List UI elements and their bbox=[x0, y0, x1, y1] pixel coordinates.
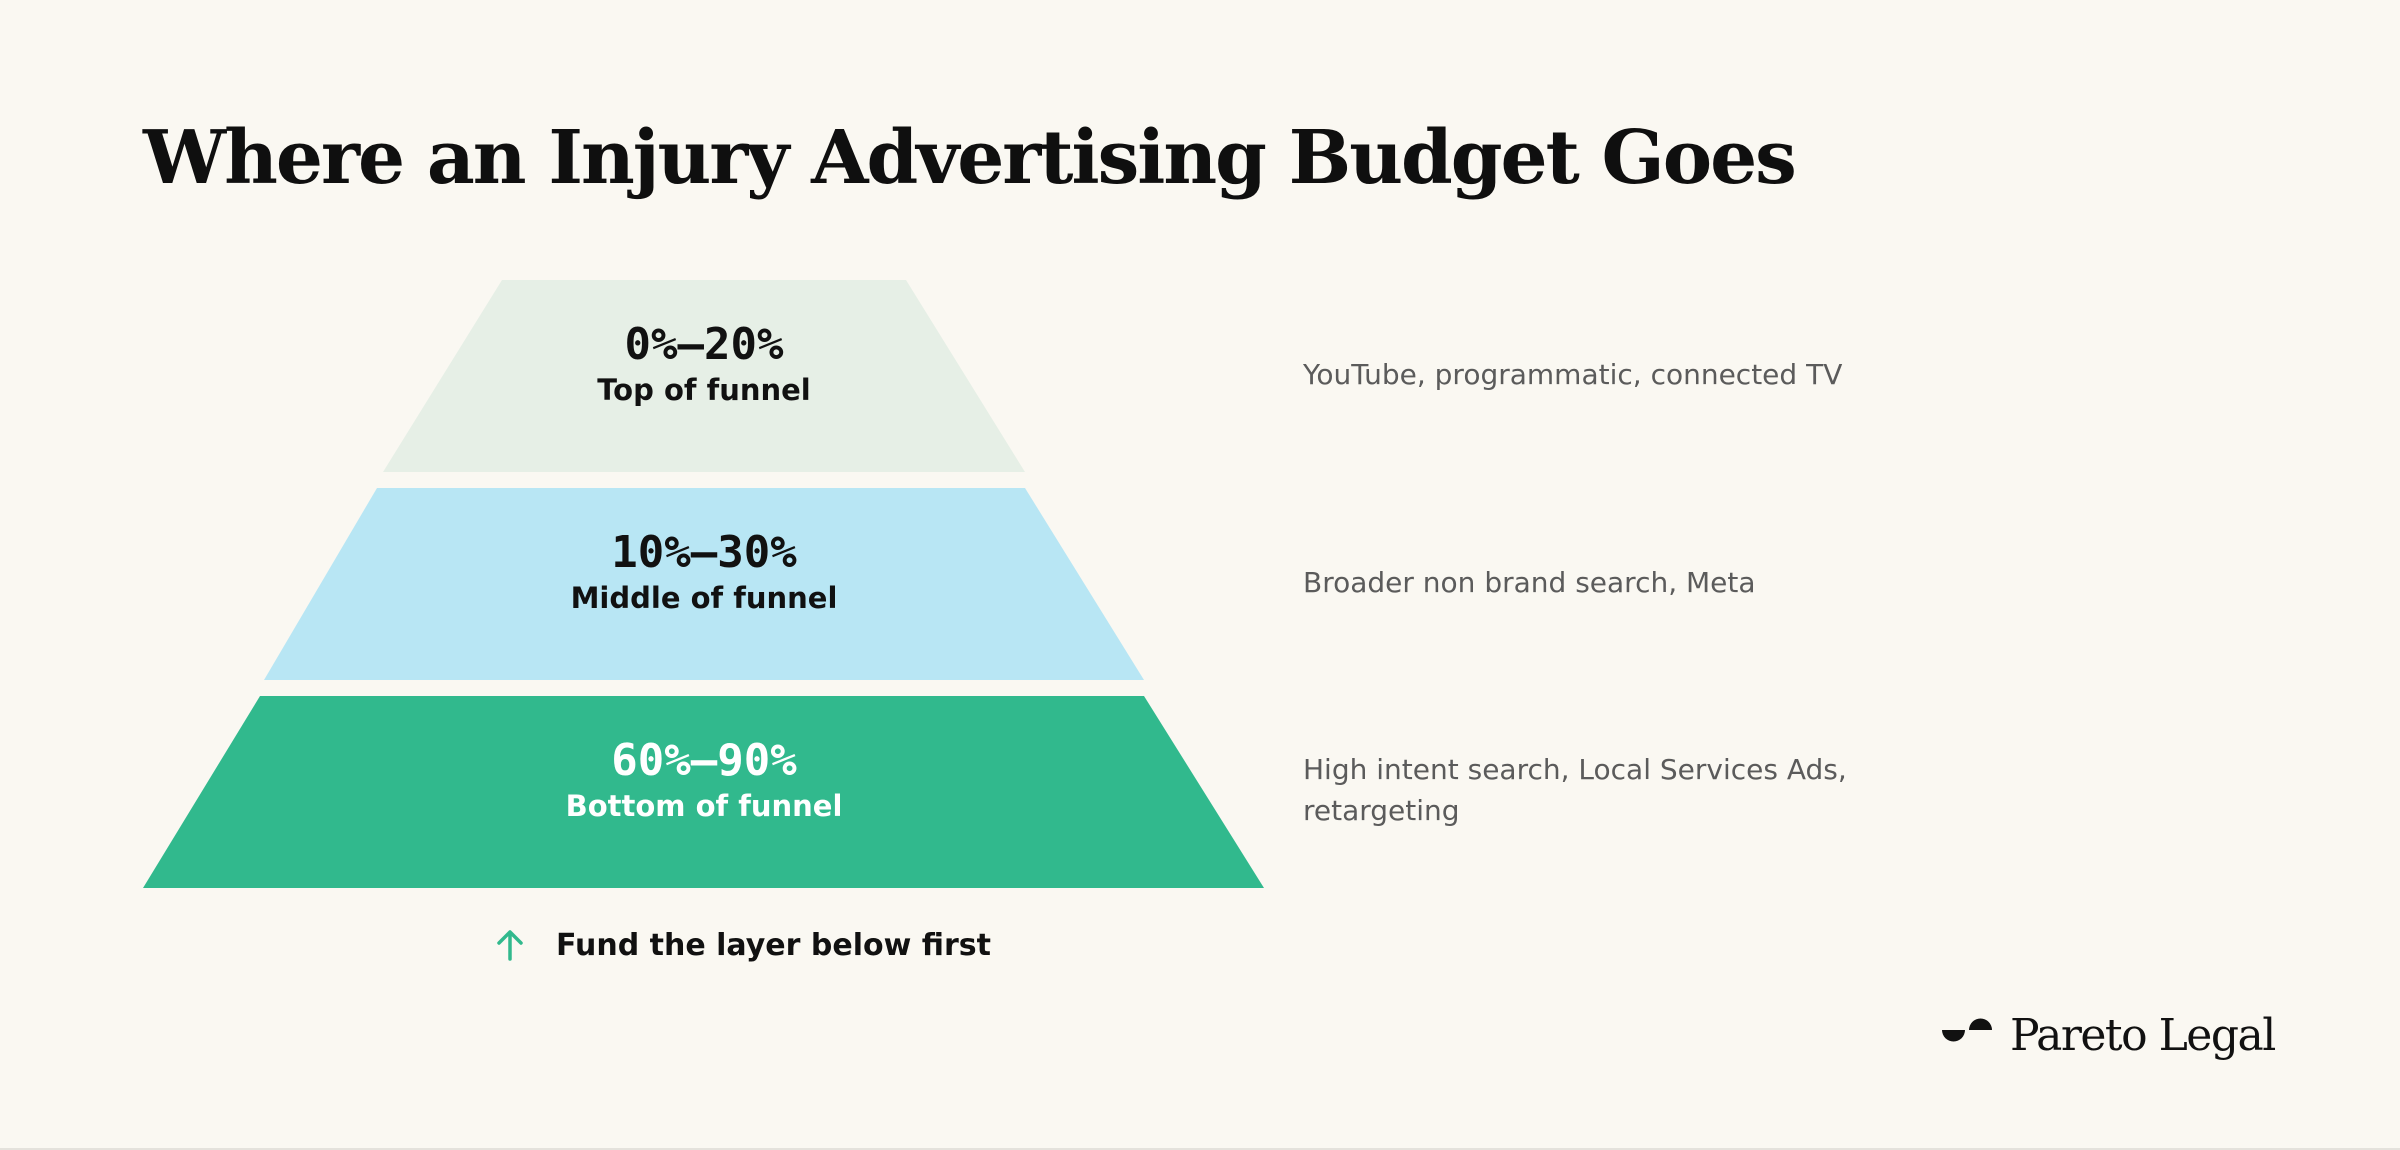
bottom-divider bbox=[0, 1148, 2400, 1150]
funding-note-text: Fund the layer below first bbox=[556, 927, 991, 963]
layer-top-channels: YouTube, programmatic, connected TV bbox=[1303, 358, 1843, 391]
arrow-up-icon-path bbox=[497, 930, 523, 961]
page-title: Where an Injury Advertising Budget Goes bbox=[143, 115, 1797, 201]
layer-middle-label: Middle of funnel bbox=[570, 581, 838, 616]
layer-top: 0%–20% Top of funnel bbox=[504, 319, 904, 408]
arrow-up-icon bbox=[497, 930, 523, 961]
pareto-legal-logo-mark bbox=[1942, 1018, 1992, 1041]
layer-bottom-channels: High intent search, Local Services Ads, … bbox=[1303, 753, 1847, 827]
layer-top-range: 0%–20% bbox=[624, 319, 784, 370]
layer-top-shape bbox=[383, 280, 1025, 472]
funding-note: Fund the layer below first bbox=[490, 925, 991, 965]
layer-bottom-label: Bottom of funnel bbox=[565, 789, 843, 824]
layer-middle-channels: Broader non brand search, Meta bbox=[1303, 566, 1756, 599]
layer-bottom: 60%–90% Bottom of funnel bbox=[504, 735, 904, 824]
funnel-pyramid bbox=[143, 280, 1264, 888]
brand-name: Pareto Legal bbox=[2010, 1010, 2276, 1061]
layer-middle: 10%–30% Middle of funnel bbox=[504, 527, 904, 616]
layer-middle-shape bbox=[264, 488, 1144, 680]
brand-logo: Pareto Legal bbox=[1940, 1010, 2276, 1061]
layer-middle-range: 10%–30% bbox=[611, 527, 797, 578]
layer-bottom-range: 60%–90% bbox=[611, 735, 797, 786]
layer-bottom-shape bbox=[143, 696, 1264, 888]
layer-top-label: Top of funnel bbox=[597, 373, 811, 408]
